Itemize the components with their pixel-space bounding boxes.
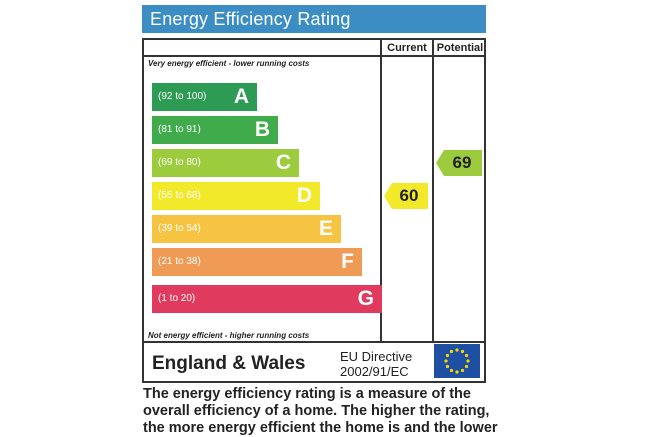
band-letter: G (357, 287, 374, 310)
band-range: (81 to 91) (158, 124, 201, 135)
band-letter: D (296, 184, 312, 207)
band-range: (21 to 38) (158, 256, 201, 267)
column-current-header: Current (387, 42, 427, 54)
band-letter: B (254, 118, 270, 141)
band-letter: A (233, 85, 249, 108)
efficiency-chart: Current Potential Very energy efficient … (142, 38, 486, 383)
directive-line-2: 2002/91/EC (340, 364, 409, 379)
eu-star-icon (445, 364, 450, 369)
header-rule (144, 55, 484, 57)
column-potential-header: Potential (436, 42, 484, 54)
band-f: (21 to 38) F (152, 248, 362, 276)
band-c: (69 to 80) C (152, 149, 299, 177)
potential-rating-value: 69 (452, 153, 472, 172)
note-top: Very energy efficient - lower running co… (148, 59, 310, 68)
band-letter: E (318, 217, 333, 240)
eu-star-icon (455, 370, 459, 374)
eu-star-icon (455, 348, 459, 352)
band-letter: C (275, 151, 291, 174)
eu-star-icon (445, 353, 450, 358)
eu-directive: EU Directive 2002/91/EC (340, 349, 412, 379)
band-d: (55 to 68) D (152, 182, 320, 210)
footer-rule (144, 341, 484, 343)
note-bottom: Not energy efficient - higher running co… (148, 331, 310, 340)
current-rating-value: 60 (399, 186, 419, 205)
potential-rating-arrow: 69 (436, 150, 482, 176)
chart-title: Energy Efficiency Rating (142, 5, 486, 33)
divider-potential (432, 40, 434, 343)
description-text: The energy efficiency rating is a measur… (143, 386, 498, 436)
band-g: (1 to 20) G (152, 285, 382, 313)
eu-star-icon (460, 349, 465, 354)
region-label: England & Wales (152, 353, 306, 374)
band-range: (92 to 100) (158, 91, 207, 102)
eu-star-icon (466, 359, 470, 363)
eu-star-icon (449, 368, 454, 373)
current-rating-arrow: 60 (384, 183, 428, 209)
directive-line-1: EU Directive (340, 349, 413, 364)
band-range: (69 to 80) (158, 157, 201, 168)
eu-star-icon (460, 368, 465, 373)
band-range: (39 to 54) (158, 223, 201, 234)
eu-star-icon (464, 353, 469, 358)
band-range: (55 to 68) (158, 190, 201, 201)
band-a: (92 to 100) A (152, 83, 257, 111)
band-letter: F (341, 250, 354, 273)
band-b: (81 to 91) B (152, 116, 278, 144)
eu-star-icon (464, 364, 469, 369)
band-range: (1 to 20) (158, 293, 196, 304)
eu-star-icon (449, 349, 454, 354)
band-e: (39 to 54) E (152, 215, 341, 243)
eu-star-icon (444, 359, 448, 363)
eu-flag-icon (434, 344, 480, 378)
divider-current (380, 40, 382, 343)
